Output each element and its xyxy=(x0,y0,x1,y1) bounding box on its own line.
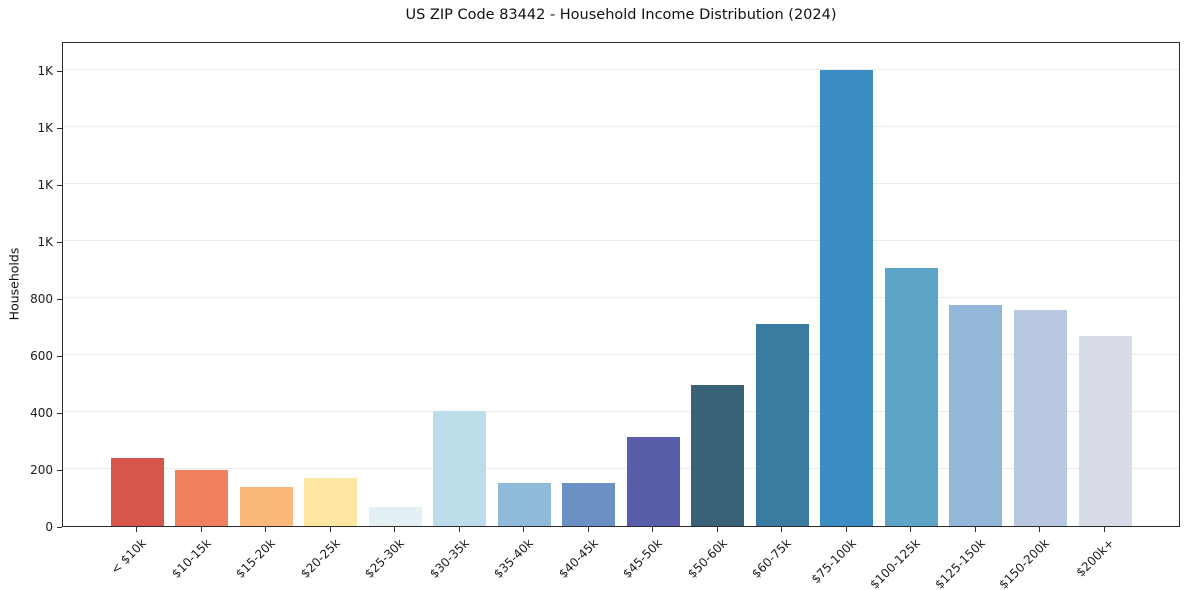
y-tick-mark xyxy=(57,241,62,243)
x-tick-label: $75-100k xyxy=(808,536,859,587)
x-tick-mark xyxy=(652,527,654,532)
plot-area xyxy=(62,42,1180,527)
y-tick-label: 600 xyxy=(30,348,53,363)
x-tick-label: < $10k xyxy=(108,536,149,577)
y-tick-mark xyxy=(57,355,62,357)
x-tick-label: $125-150k xyxy=(932,536,988,590)
bar-25-30k xyxy=(368,507,422,526)
bar-150-200k xyxy=(1013,309,1067,526)
bar-50-60k xyxy=(691,385,745,526)
x-tick-label: $20-25k xyxy=(297,536,343,581)
x-tick-label: $35-40k xyxy=(491,536,537,581)
x-tick-mark xyxy=(587,527,589,532)
x-tick-mark xyxy=(329,527,331,532)
x-tick-label: $200k+ xyxy=(1073,536,1117,580)
y-tick-mark xyxy=(57,527,62,528)
x-tick-label: $45-50k xyxy=(620,536,666,581)
y-tick-label: 1K xyxy=(37,234,53,249)
y-gridline xyxy=(63,125,1179,127)
bar-200k xyxy=(1078,336,1132,526)
x-tick-label: $30-35k xyxy=(426,536,472,581)
bar-10-15k xyxy=(175,469,229,526)
y-tick-label: 800 xyxy=(30,291,53,306)
y-tick-label: 200 xyxy=(30,462,53,477)
y-tick-mark xyxy=(57,298,62,300)
y-gridline xyxy=(63,353,1179,355)
x-tick-label: $60-75k xyxy=(749,536,795,581)
x-tick-label: $15-20k xyxy=(233,536,278,581)
y-axis-label: Households xyxy=(6,247,22,321)
y-tick-label: 1K xyxy=(37,120,53,135)
y-tick-mark xyxy=(57,412,62,414)
bar-35-40k xyxy=(497,483,551,526)
x-tick-mark xyxy=(1039,527,1041,532)
x-tick-label: $40-45k xyxy=(555,536,601,581)
x-tick-mark xyxy=(716,527,718,532)
x-tick-mark xyxy=(394,527,396,532)
y-gridline xyxy=(63,296,1179,298)
y-tick-label: 1K xyxy=(37,177,53,192)
y-tick-mark xyxy=(57,469,62,471)
bar-100-125k xyxy=(884,267,938,526)
chart-title: US ZIP Code 83442 - Household Income Dis… xyxy=(405,7,837,23)
x-tick-mark xyxy=(1104,527,1105,532)
x-tick-mark xyxy=(781,527,783,532)
y-tick-label: 1K xyxy=(37,63,53,78)
y-tick-mark xyxy=(57,127,62,129)
x-tick-mark xyxy=(845,527,847,532)
y-gridline xyxy=(63,467,1179,469)
x-tick-mark xyxy=(265,527,267,532)
x-tick-label: $100-125k xyxy=(867,536,924,590)
x-tick-mark xyxy=(523,527,525,532)
bar-45-50k xyxy=(626,437,680,526)
x-tick-label: $50-60k xyxy=(684,536,730,581)
y-tick-mark xyxy=(57,70,62,72)
bar-60-75k xyxy=(755,324,809,526)
y-gridline xyxy=(63,68,1179,70)
bar-75-100k xyxy=(820,69,874,526)
y-tick-label: 0 xyxy=(45,520,53,534)
bar-30-35k xyxy=(433,411,487,526)
bar-20-25k xyxy=(304,477,358,526)
y-tick-label: 400 xyxy=(30,405,53,420)
x-tick-label: $25-30k xyxy=(362,536,408,581)
x-tick-mark xyxy=(974,527,976,532)
bar-10k xyxy=(110,457,164,526)
x-tick-label: $150-200k xyxy=(996,536,1053,590)
bar-125-150k xyxy=(949,304,1003,526)
y-gridline xyxy=(63,239,1179,241)
bar-40-45k xyxy=(562,483,616,526)
y-gridline xyxy=(63,182,1179,184)
x-tick-label: $10-15k xyxy=(168,536,214,581)
bar-15-20k xyxy=(239,487,293,526)
x-tick-mark xyxy=(136,527,137,532)
y-tick-mark xyxy=(57,184,62,186)
x-tick-mark xyxy=(200,527,202,532)
x-tick-mark xyxy=(910,527,912,532)
x-tick-mark xyxy=(458,527,460,532)
y-gridline xyxy=(63,410,1179,412)
